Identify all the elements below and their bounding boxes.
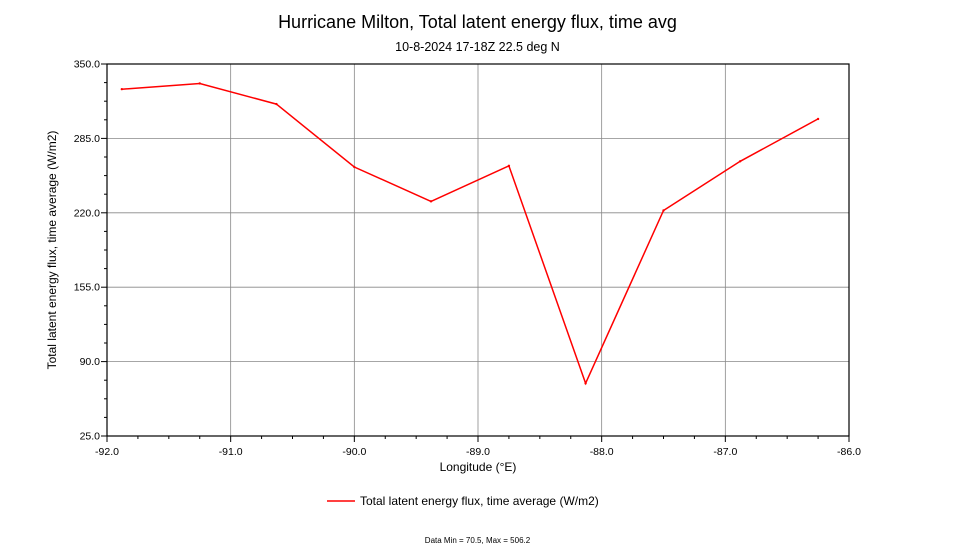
y-tick-label: 25.0 [80,431,101,443]
x-axis-ticks: -92.0 -91.0 -90.0 -89.0 -88.0 -87.0 -86.0 [95,436,861,458]
y-axis-label: Total latent energy flux, time average (… [45,131,59,370]
x-tick-label: -87.0 [713,446,737,458]
legend: Total latent energy flux, time average (… [327,494,599,508]
x-tick-label: -92.0 [95,446,119,458]
y-tick-label: 220.0 [74,207,100,219]
data-point [507,164,511,168]
y-tick-label: 350.0 [74,59,100,71]
series-layer [120,82,820,386]
x-tick-label: -91.0 [219,446,243,458]
data-point [816,117,820,121]
y-axis-ticks: 25.0 90.0 155.0 220.0 285.0 350.0 [74,59,107,443]
data-point [738,160,742,163]
data-range-note: Data Min = 70.5, Max = 506.2 [424,536,531,545]
y-tick-label: 90.0 [80,356,101,368]
data-point [120,87,124,91]
legend-label: Total latent energy flux, time average (… [360,494,599,508]
data-point [275,102,278,106]
series-line-0 [121,82,819,386]
data-point [429,200,433,203]
x-tick-label: -88.0 [590,446,614,458]
data-point [198,82,201,85]
minor-ticks [104,82,819,439]
data-point [662,209,665,212]
data-point [584,382,587,385]
chart-title: Hurricane Milton, Total latent energy fl… [278,12,677,32]
x-axis-label: Longitude (°E) [440,460,517,474]
y-tick-label: 285.0 [74,133,100,145]
chart-subtitle: 10-8-2024 17-18Z 22.5 deg N [395,40,560,54]
x-tick-label: -86.0 [837,446,861,458]
data-point [353,165,356,169]
grid-lines [106,63,850,437]
x-tick-label: -90.0 [342,446,366,458]
y-tick-label: 155.0 [74,282,100,294]
x-tick-label: -89.0 [466,446,490,458]
